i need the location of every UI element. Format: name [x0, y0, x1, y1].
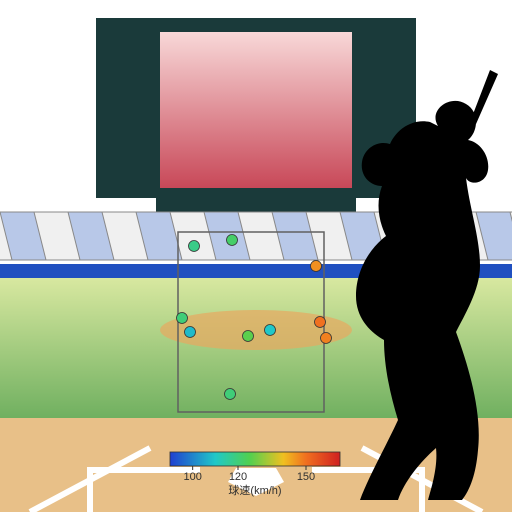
- pitch-marker: [265, 325, 276, 336]
- pitch-marker: [225, 389, 236, 400]
- pitch-marker: [321, 333, 332, 344]
- chart-svg: 100 120 150 球速(km/h): [0, 0, 512, 512]
- pitch-marker: [177, 313, 188, 324]
- pitch-marker: [185, 327, 196, 338]
- legend-tick-label: 120: [229, 471, 247, 483]
- pitch-marker: [189, 241, 200, 252]
- pitch-marker: [227, 235, 238, 246]
- pitch-location-chart: 100 120 150 球速(km/h): [0, 0, 512, 512]
- pitch-marker: [311, 261, 322, 272]
- legend-tick-label: 150: [297, 471, 315, 483]
- legend-tick-label: 100: [183, 471, 201, 483]
- pitch-marker: [315, 317, 326, 328]
- scoreboard-screen: [160, 32, 352, 188]
- legend-bar: [170, 452, 340, 466]
- pitch-marker: [243, 331, 254, 342]
- legend-label: 球速(km/h): [228, 483, 281, 497]
